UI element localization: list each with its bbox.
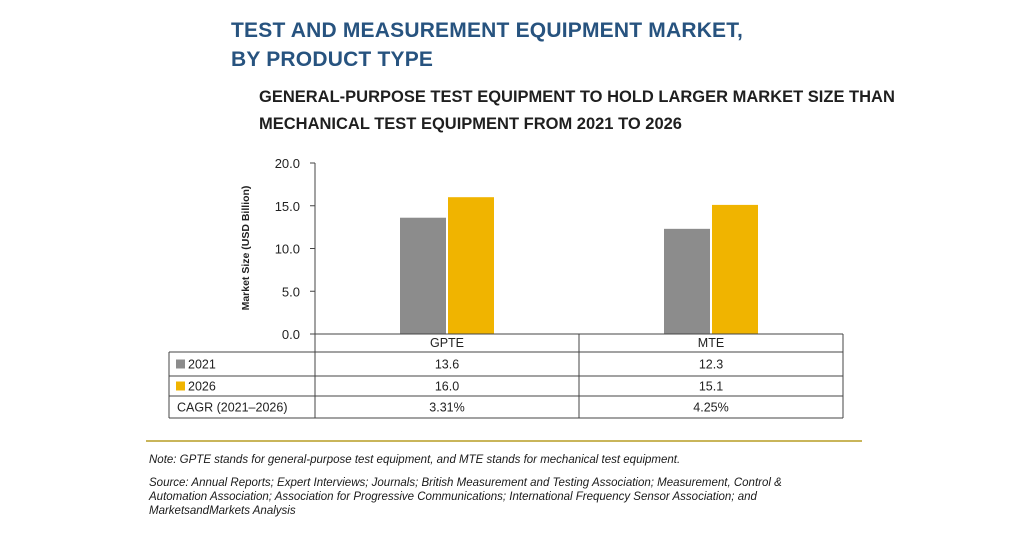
bar-2021-MTE	[664, 228, 710, 334]
chart-title-line-1: TEST AND MEASUREMENT EQUIPMENT MARKET,	[231, 19, 743, 42]
table-cell-value: 3.31%	[429, 401, 464, 415]
y-tick-label: 20.0	[275, 156, 300, 171]
bar-2021-GPTE	[400, 217, 446, 334]
x-category-label: GPTE	[430, 336, 464, 350]
x-category-label: MTE	[698, 336, 724, 350]
table-cell-value: 15.1	[699, 380, 723, 394]
divider-rule	[146, 440, 862, 442]
y-tick-label: 10.0	[275, 242, 300, 257]
table-row-label: 2021	[188, 358, 216, 372]
y-tick-label: 15.0	[275, 199, 300, 214]
table-cell-value: 13.6	[435, 358, 459, 372]
table-cell-value: 16.0	[435, 380, 459, 394]
table-row-label: CAGR (2021–2026)	[177, 401, 287, 415]
legend-swatch-2026	[176, 381, 185, 391]
bar-2026-MTE	[712, 204, 758, 334]
y-tick-label: 0.0	[282, 327, 300, 342]
table-cell-value: 4.25%	[693, 401, 728, 415]
bar-2026-GPTE	[448, 197, 494, 334]
table-cell-value: 12.3	[699, 358, 723, 372]
y-tick-label: 5.0	[282, 284, 300, 299]
title-block: TEST AND MEASUREMENT EQUIPMENT MARKET, B…	[231, 16, 743, 74]
source-text: Source: Annual Reports; Expert Interview…	[149, 477, 782, 517]
y-axis-title: Market Size (USD Billion)	[240, 186, 252, 311]
table-row-label: 2026	[188, 380, 216, 394]
chart-subtitle-line-1: GENERAL-PURPOSE TEST EQUIPMENT TO HOLD L…	[259, 88, 895, 106]
subtitle-block: GENERAL-PURPOSE TEST EQUIPMENT TO HOLD L…	[259, 84, 895, 138]
legend-swatch-2021	[176, 359, 185, 369]
chart-title-line-2: BY PRODUCT TYPE	[231, 48, 434, 71]
footnote: Note: GPTE stands for general-purpose te…	[149, 454, 681, 466]
chart-subtitle-line-2: MECHANICAL TEST EQUIPMENT FROM 2021 TO 2…	[259, 115, 682, 133]
